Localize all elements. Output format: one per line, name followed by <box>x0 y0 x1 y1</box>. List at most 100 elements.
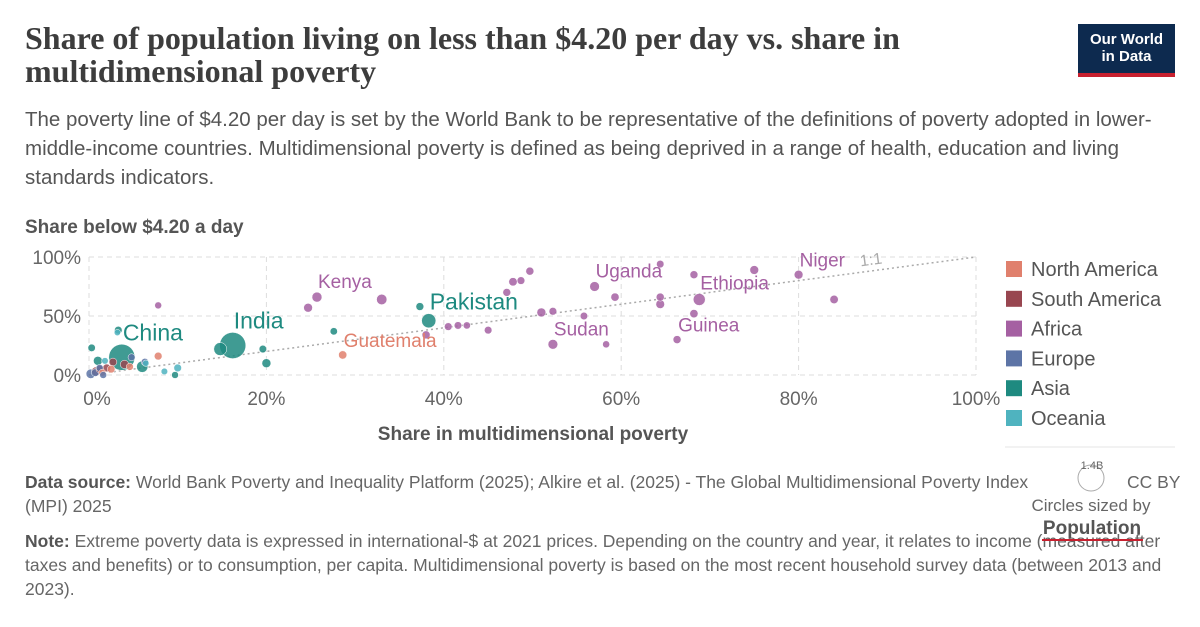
point <box>655 292 665 302</box>
point <box>114 326 123 335</box>
point <box>579 311 588 321</box>
point <box>113 329 121 336</box>
point <box>655 299 665 309</box>
logo-line: in Data <box>1101 48 1152 65</box>
point <box>421 313 437 329</box>
legend-label: Europe <box>1031 348 1096 370</box>
point <box>258 345 267 354</box>
point <box>91 366 101 377</box>
point <box>142 359 150 367</box>
x-axis-title: Share in multidimensional poverty <box>378 424 689 445</box>
legend-label: South America <box>1031 289 1162 311</box>
legend-label: Asia <box>1031 378 1071 400</box>
point-label: Ethiopia <box>700 273 769 294</box>
note-label: Note: <box>25 531 70 551</box>
point <box>99 371 107 379</box>
point <box>91 368 100 377</box>
legend-swatch <box>1006 350 1022 367</box>
point <box>610 292 620 302</box>
point <box>484 326 493 335</box>
reference-line <box>88 256 977 376</box>
point <box>548 307 557 316</box>
point-label: Guatemala <box>344 331 437 352</box>
point <box>453 321 462 330</box>
point <box>793 270 804 280</box>
point <box>219 332 247 359</box>
size-legend-circle <box>1077 464 1105 492</box>
point-label: Niger <box>800 250 846 271</box>
point <box>311 291 323 303</box>
y-axis-title: Share below $4.20 a day <box>25 217 244 238</box>
point-label: Uganda <box>596 262 663 283</box>
point <box>108 357 118 367</box>
legend-swatch <box>1006 380 1022 397</box>
point <box>102 363 111 373</box>
license[interactable]: CC BY <box>1127 472 1181 492</box>
logo-line: Our World <box>1089 31 1164 48</box>
legend-swatch <box>1006 320 1022 337</box>
logo[interactable]: Our World in Data <box>1078 24 1175 77</box>
point <box>589 281 600 292</box>
point <box>376 294 388 305</box>
point-label: Kenya <box>318 272 372 293</box>
point <box>508 277 518 287</box>
point <box>329 327 338 336</box>
x-tick-label: 40% <box>425 389 463 410</box>
point <box>338 350 348 360</box>
chart-title: Share of population living on less than … <box>25 20 900 89</box>
source-text: World Bank Poverty and Inequality Platfo… <box>25 472 1029 516</box>
point <box>120 359 129 369</box>
point <box>693 293 706 306</box>
point <box>125 362 134 371</box>
y-tick-label: 100% <box>32 248 81 269</box>
point <box>173 363 182 373</box>
point <box>672 335 682 344</box>
point <box>749 265 759 275</box>
point <box>101 357 109 365</box>
point-label: Pakistan <box>430 289 518 315</box>
point-label: Sudan <box>554 319 609 340</box>
legend-swatch <box>1006 410 1022 426</box>
point <box>444 322 453 331</box>
point <box>536 307 547 318</box>
y-tick-label: 50% <box>43 307 81 328</box>
legend-label: Oceania <box>1031 408 1106 430</box>
reference-line-label: 1:1 <box>859 250 883 270</box>
point <box>95 365 104 374</box>
note: Note: Extreme poverty data is expressed … <box>25 529 1175 601</box>
point <box>93 356 103 366</box>
point <box>525 266 535 276</box>
y-tick-label: 0% <box>54 366 82 387</box>
point <box>689 270 699 279</box>
legend-swatch <box>1006 261 1022 277</box>
point <box>136 360 149 373</box>
point <box>463 321 471 330</box>
point-label: Guinea <box>678 316 740 337</box>
point <box>107 365 116 374</box>
point <box>516 276 526 285</box>
point <box>140 358 149 366</box>
point <box>213 342 228 356</box>
point <box>656 260 665 269</box>
chart-subtitle: The poverty line of $4.20 per day is set… <box>25 108 1152 189</box>
point <box>127 353 136 362</box>
point <box>689 309 699 319</box>
point <box>95 364 104 372</box>
point <box>547 339 559 350</box>
source-label: Data source: <box>25 472 132 492</box>
point-label: China <box>123 319 183 345</box>
point <box>602 340 610 349</box>
point-label: India <box>234 307 284 333</box>
data-source: Data source: World Bank Poverty and Ineq… <box>25 470 1075 518</box>
point <box>303 303 313 313</box>
point <box>171 371 179 379</box>
legend-swatch <box>1006 290 1022 307</box>
point <box>415 302 425 311</box>
x-tick-label: 20% <box>247 389 285 410</box>
point <box>154 351 163 361</box>
point <box>502 288 511 297</box>
point <box>108 344 136 371</box>
legend-label: Africa <box>1031 319 1083 341</box>
point <box>85 368 96 379</box>
